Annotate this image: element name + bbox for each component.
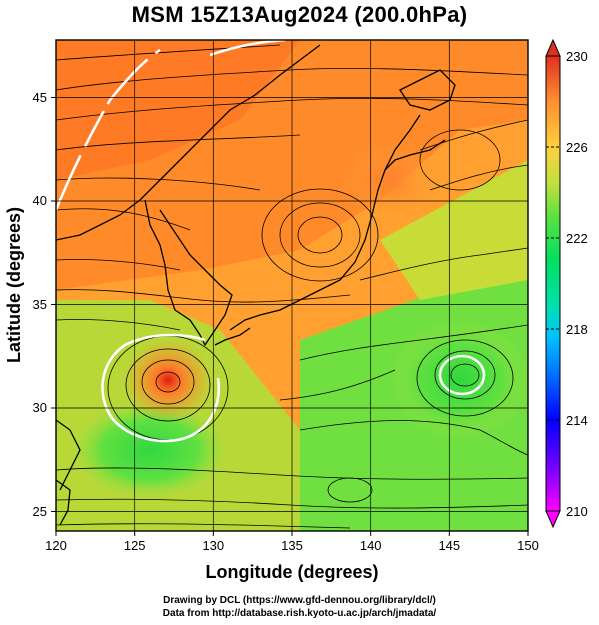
colorbar-tick-label: 218	[566, 322, 588, 337]
y-tick-label: 45	[33, 90, 47, 105]
highlight-contours	[56, 40, 486, 443]
y-axis-label: Latitude (degrees)	[4, 207, 24, 363]
graticule	[56, 40, 528, 531]
colorbar-tick-label: 230	[566, 49, 588, 64]
y-tick-label: 30	[33, 400, 47, 415]
x-tick-label: 135	[281, 538, 303, 553]
x-tick-label: 140	[360, 538, 382, 553]
temperature-field	[56, 40, 528, 531]
credit-data: Data from http://database.rish.kyoto-u.a…	[162, 608, 437, 619]
x-axis-label: Longitude (degrees)	[205, 562, 378, 582]
credit-drawing: Drawing by DCL (https://www.gfd-dennou.o…	[163, 595, 436, 606]
colorbar-tick-label: 226	[566, 140, 588, 155]
colorbar-tick-label: 222	[566, 231, 588, 246]
chart-title: MSM 15Z13Aug2024 (200.0hPa)	[131, 2, 468, 27]
coastlines	[56, 44, 456, 526]
y-tick-label: 25	[33, 504, 47, 519]
x-tick-label: 130	[202, 538, 224, 553]
y-tick-label: 40	[33, 193, 47, 208]
x-tick-label: 145	[438, 538, 460, 553]
colorbar-tick-label: 214	[566, 413, 588, 428]
colorbar-tick-label: 210	[566, 504, 588, 519]
streamlines	[56, 44, 528, 529]
y-tick-label: 35	[33, 297, 47, 312]
x-tick-label: 120	[45, 538, 67, 553]
x-tick-label: 150	[517, 538, 539, 553]
colorbar: 230 226 222 218 214 210	[545, 38, 588, 529]
x-tick-label: 125	[124, 538, 146, 553]
